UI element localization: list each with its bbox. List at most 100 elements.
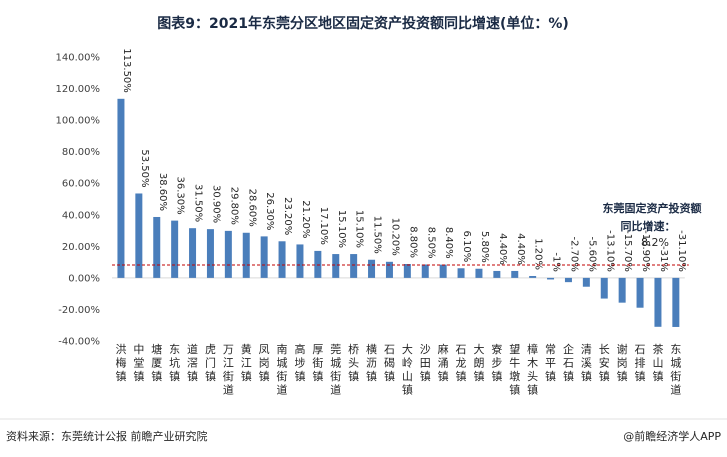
bar (242, 232, 250, 278)
data-label: 10.20% (389, 218, 400, 256)
data-label: -13.10% (604, 230, 615, 272)
category-label: 长安镇 (599, 343, 610, 383)
category-label: 沙田镇 (420, 343, 431, 383)
category-label: 麻涌镇 (438, 342, 449, 383)
annotation-line2: 同比增速： (621, 219, 676, 233)
bar (350, 254, 358, 278)
annotation-value: 8.2% (641, 236, 669, 249)
data-label: 29.80% (228, 187, 239, 225)
category-label: 大岭山镇 (402, 342, 413, 397)
bar (547, 277, 555, 280)
bar (654, 277, 662, 327)
category-label: 南城街道 (277, 343, 288, 397)
category-label: 道滘镇 (187, 342, 198, 383)
category-label: 中堂镇 (133, 343, 144, 383)
bar (278, 241, 286, 278)
category-label: 谢岗镇 (617, 342, 628, 383)
category-label: 凤岗镇 (259, 343, 270, 383)
data-label: 36.30% (175, 176, 186, 214)
bar (618, 277, 626, 303)
bar (206, 229, 214, 278)
bar (332, 254, 340, 278)
category-label: 企石镇 (563, 342, 574, 383)
data-label: 38.60% (157, 173, 168, 211)
data-label: 8.50% (425, 227, 436, 259)
data-label: 4.40% (515, 233, 526, 265)
category-label: 万江街道 (223, 343, 234, 397)
bar (582, 277, 590, 287)
bar (421, 264, 429, 278)
category-label: 石龙镇 (456, 343, 467, 383)
data-label: 28.60% (246, 189, 257, 227)
category-label: 莞城街道 (330, 343, 341, 397)
bar (117, 98, 125, 278)
category-label: 大朗镇 (473, 342, 484, 383)
bar (153, 216, 161, 278)
data-label: 23.20% (282, 197, 293, 235)
bar (314, 250, 322, 278)
bar (564, 277, 572, 283)
y-tick-label: 40.00% (62, 210, 100, 221)
bar (600, 277, 608, 299)
category-label: 石排镇 (635, 343, 646, 383)
data-label: -1% (551, 252, 562, 271)
category-label: 横沥镇 (366, 342, 377, 383)
category-label: 高埗镇 (294, 342, 305, 383)
category-label: 东城街道 (670, 343, 681, 397)
bar (171, 220, 179, 278)
data-label: 30.90% (210, 185, 221, 223)
category-label: 寮步镇 (491, 342, 502, 383)
category-label: 东坑镇 (169, 343, 180, 383)
y-tick-label: 120.00% (56, 84, 101, 95)
plot-area: -40.00% -20.00% 0.00% 20.00% 40.00% 60.00% 80.… (56, 48, 689, 397)
bar (493, 270, 501, 278)
bar (529, 275, 537, 278)
data-label: 1.20% (533, 238, 544, 270)
bar (511, 270, 519, 278)
data-label: 21.20% (300, 200, 311, 238)
data-label: 11.50% (372, 216, 383, 254)
data-label: -31% (658, 246, 669, 272)
brand-text: @前瞻经济学人APP (623, 429, 721, 443)
data-label: 26.30% (264, 192, 275, 230)
data-label: 5.80% (479, 231, 490, 263)
category-label: 清溪镇 (581, 343, 592, 383)
bar (385, 261, 393, 278)
category-label: 常平镇 (545, 343, 556, 383)
category-label: 茶山镇 (652, 343, 663, 383)
bar (135, 193, 143, 278)
y-tick-label: 80.00% (62, 147, 100, 158)
bar (296, 244, 304, 278)
data-label: 53.50% (139, 149, 150, 187)
data-label: -2.70% (568, 236, 579, 271)
category-label: 厚街镇 (312, 343, 323, 383)
category-label: 樟木头镇 (527, 342, 538, 397)
data-label: -18.90% (640, 230, 651, 272)
bar (368, 259, 376, 278)
category-label: 塘厦镇 (151, 342, 162, 383)
data-label: -15.70% (622, 230, 633, 272)
category-label: 黄江镇 (241, 342, 252, 383)
data-label: 6.10% (461, 230, 472, 262)
data-label: 8.40% (443, 227, 454, 259)
bar (672, 277, 680, 327)
y-tick-label: 0.00% (68, 273, 100, 284)
y-tick-label: 100.00% (56, 116, 101, 127)
data-label: 4.40% (497, 233, 508, 265)
data-label: 15.10% (336, 210, 347, 248)
category-label: 虎门镇 (205, 343, 216, 383)
y-tick-label: 20.00% (62, 242, 100, 253)
category-label: 洪梅镇 (115, 342, 126, 383)
bar (439, 264, 447, 278)
bar (457, 268, 465, 278)
category-label: 望牛墩镇 (509, 343, 520, 397)
data-label: 8.80% (407, 226, 418, 258)
bar (636, 277, 644, 308)
y-tick-label: -20.00% (58, 305, 100, 316)
y-tick-label: 140.00% (56, 53, 101, 64)
category-label: 石碣镇 (384, 343, 395, 383)
y-tick-label: 60.00% (62, 179, 100, 190)
data-label: 17.10% (318, 207, 329, 245)
data-label: -31.10% (676, 230, 687, 272)
